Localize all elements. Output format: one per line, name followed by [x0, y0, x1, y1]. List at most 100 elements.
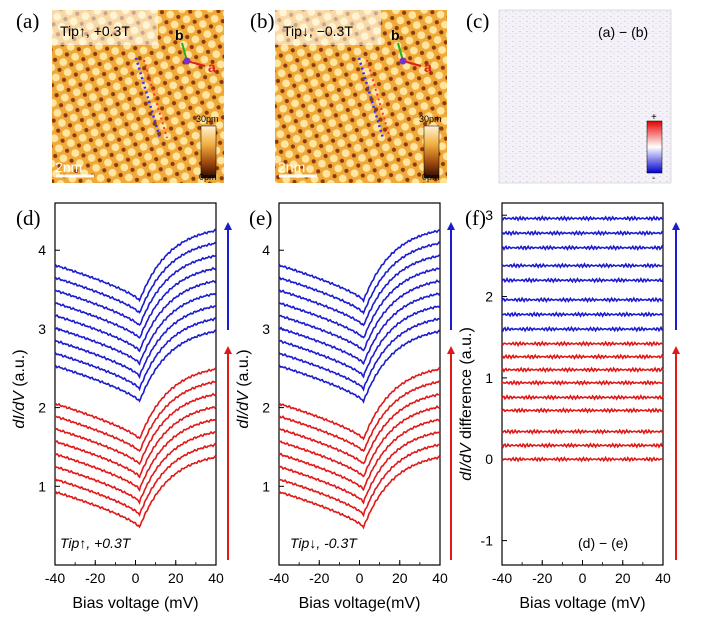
panel-label-a: (a): [16, 9, 39, 33]
series-line-blue-4: [54, 292, 217, 366]
tip-tag-a: Tip↑, +0.3T: [60, 23, 130, 39]
axis-b-label-a: b: [175, 27, 184, 43]
series-line-blue-2: [54, 316, 217, 392]
series-line-blue-2: [502, 311, 664, 318]
x-tick-label: -40: [269, 570, 289, 586]
series-line-red-3: [278, 431, 441, 505]
x-tick-label: -20: [532, 570, 552, 586]
series-line-red-2: [54, 442, 217, 518]
series-line-red-5: [501, 393, 664, 401]
lattice-axes-b: b a: [391, 27, 432, 75]
colorbar-b: [423, 125, 440, 179]
y-tick-label: 1: [485, 370, 493, 386]
y-axis-label: dI/dV difference (a.u.): [458, 327, 475, 481]
series-line-blue-2: [278, 317, 441, 392]
series-line-blue-7: [54, 254, 217, 327]
y-tick-label: 0: [485, 451, 493, 467]
x-tick-label: 0: [579, 570, 587, 586]
y-tick-label: 3: [38, 321, 46, 337]
series-line-blue-8: [54, 241, 217, 314]
y-tick-label: -1: [481, 533, 494, 549]
y-tick-label: 1: [38, 478, 46, 494]
x-tick-label: 20: [615, 570, 631, 586]
y-tick-label: 4: [38, 242, 46, 258]
y-tick-label: 2: [38, 400, 46, 416]
y-tick-label: 2: [485, 289, 493, 305]
series-line-red-8: [278, 367, 441, 441]
line-cut-markers-a: [134, 57, 168, 139]
difference-tag-c: (a) − (b): [598, 24, 648, 40]
x-tick-label: -40: [45, 570, 65, 586]
series-line-blue-4: [501, 276, 664, 284]
y-tick-label: 4: [262, 242, 270, 258]
colorbar-minus-c: -: [652, 173, 655, 184]
y-axis-label: dI/dV (a.u.): [235, 349, 252, 428]
x-tick-label: 40: [208, 570, 224, 586]
x-axis-label: Bias voltage (mV): [72, 595, 198, 612]
panel-annotation: Tip↑, +0.3T: [60, 535, 132, 551]
colorbar-top-a: 30pm: [196, 114, 219, 124]
x-tick-label: 0: [132, 570, 140, 586]
trend-arrowhead-blue: [447, 222, 455, 230]
colorbar-c: [646, 120, 663, 174]
x-axis-label: Bias voltage(mV): [299, 595, 421, 612]
series-line-red-9: [501, 340, 664, 348]
panel-annotation: (d) − (e): [578, 535, 628, 551]
trend-arrowhead-red: [224, 346, 232, 354]
panel-label-e: (e): [249, 206, 272, 230]
series-line-red-8: [501, 353, 664, 361]
series-line-blue-5: [501, 262, 664, 269]
series-line-red-1: [501, 455, 664, 463]
series-line-blue-6: [278, 267, 441, 339]
difference-image-c: (a) − (b) + -: [498, 9, 672, 184]
axis-a-label-b: a: [424, 59, 432, 75]
series-line-red-2: [501, 442, 664, 449]
series-line-blue-1: [54, 329, 217, 403]
axis-b-label-b: b: [391, 27, 400, 43]
x-tick-label: 40: [432, 570, 448, 586]
series-line-red-2: [278, 443, 441, 518]
y-tick-label: 3: [262, 321, 270, 337]
series-line-red-4: [278, 418, 441, 492]
series-line-blue-6: [54, 266, 217, 339]
trend-arrowhead-red: [672, 346, 680, 354]
colorbar-a: [200, 125, 217, 179]
x-tick-label: -40: [492, 570, 512, 586]
y-tick-label: 2: [262, 400, 270, 416]
colorbar-plus-c: +: [651, 112, 657, 123]
series-line-red-4: [54, 418, 217, 492]
series-line-blue-7: [501, 229, 664, 237]
topography-image-b: Tip↓, −0.3T b a 30pm 0pm 2nm: [275, 10, 447, 183]
series-line-red-7: [54, 380, 217, 453]
series-line-red-5: [278, 405, 441, 478]
trend-arrowhead-blue: [224, 222, 232, 230]
x-tick-label: 20: [392, 570, 408, 586]
scalebar-label-b: 2nm: [278, 159, 305, 175]
series-line-red-7: [278, 380, 441, 453]
trend-arrowhead-red: [447, 346, 455, 354]
series-line-blue-9: [278, 229, 441, 304]
line-cut-markers-b: [357, 57, 391, 139]
scalebar-label-a: 2nm: [55, 159, 82, 175]
lattice-axes-a: b a: [175, 27, 216, 75]
series-line-blue-5: [278, 279, 441, 352]
x-tick-label: 0: [356, 570, 364, 586]
series-line-red-5: [54, 405, 217, 479]
x-tick-label: 20: [168, 570, 184, 586]
series-line-red-6: [54, 392, 217, 466]
series-line-blue-5: [54, 279, 217, 353]
tip-tag-b: Tip↓, −0.3T: [283, 23, 353, 39]
series-line-blue-9: [54, 228, 217, 303]
series-line-red-3: [54, 430, 217, 505]
axis-a-label-a: a: [208, 59, 216, 75]
series-line-blue-1: [278, 329, 441, 404]
x-axis-label: Bias voltage (mV): [519, 595, 645, 612]
series-line-red-1: [278, 455, 441, 530]
panel-label-c: (c): [466, 9, 489, 33]
x-tick-label: -20: [85, 570, 105, 586]
series-line-blue-8: [278, 240, 441, 315]
x-tick-label: 40: [655, 570, 671, 586]
series-line-red-1: [54, 455, 217, 529]
chart-f: -40 -20 0 20 40 -1 0 1 2 3 Bias voltage (mV) dI/dV …: [458, 202, 680, 612]
series-line-blue-4: [278, 292, 441, 366]
